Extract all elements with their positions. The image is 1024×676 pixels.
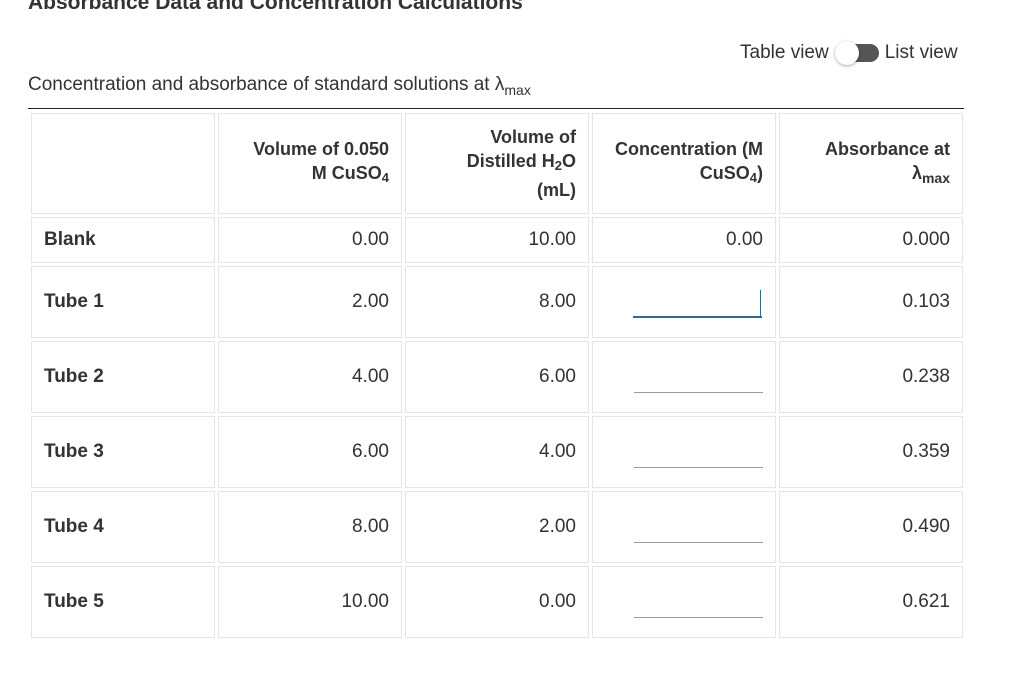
text-cursor bbox=[760, 290, 761, 316]
volume-h2o-cell: 0.00 bbox=[405, 566, 589, 638]
toggle-knob[interactable] bbox=[834, 41, 859, 65]
absorbance-cell: 0.490 bbox=[779, 491, 963, 563]
absorbance-cell: 0.621 bbox=[779, 566, 963, 638]
row-label: Tube 5 bbox=[31, 566, 215, 638]
volume-h2o-cell: 4.00 bbox=[405, 416, 589, 488]
header-text: Volume of 0.050 bbox=[253, 139, 389, 159]
header-text: Concentration (M bbox=[615, 139, 763, 159]
absorbance-cell: 0.000 bbox=[779, 217, 963, 263]
table-row-tube-5: Tube 5 10.00 0.00 0.621 bbox=[31, 566, 963, 638]
header-concentration: Concentration (M CuSO4) bbox=[592, 113, 776, 214]
view-toggle-switch[interactable] bbox=[834, 41, 881, 65]
volume-cuso4-cell: 6.00 bbox=[218, 416, 402, 488]
concentration-input-tube-1[interactable] bbox=[633, 286, 762, 318]
row-label: Tube 4 bbox=[31, 491, 215, 563]
absorbance-cell: 0.103 bbox=[779, 266, 963, 338]
caption-text: Concentration and absorbance of standard… bbox=[28, 74, 505, 95]
volume-h2o-cell: 6.00 bbox=[405, 341, 589, 413]
header-volume-h2o: Volume of Distilled H2O (mL) bbox=[405, 113, 589, 214]
table-row-tube-2: Tube 2 4.00 6.00 0.238 bbox=[31, 341, 963, 413]
table-row-tube-1: Tube 1 2.00 8.00 0.103 bbox=[31, 266, 963, 338]
page-title: Absorbance Data and Concentration Calcul… bbox=[28, 0, 523, 14]
row-label: Tube 2 bbox=[31, 341, 215, 413]
volume-h2o-cell: 10.00 bbox=[405, 217, 589, 263]
header-volume-cuso4: Volume of 0.050 M CuSO4 bbox=[218, 113, 402, 214]
concentration-cell bbox=[592, 416, 776, 488]
volume-cuso4-cell: 2.00 bbox=[218, 266, 402, 338]
table-caption: Concentration and absorbance of standard… bbox=[28, 74, 964, 109]
concentration-input-tube-4[interactable] bbox=[634, 511, 763, 543]
table-row-tube-4: Tube 4 8.00 2.00 0.490 bbox=[31, 491, 963, 563]
header-text: Volume of bbox=[490, 127, 576, 147]
concentration-cell bbox=[592, 566, 776, 638]
table-row-blank: Blank 0.00 10.00 0.00 0.000 bbox=[31, 217, 963, 263]
concentration-input-tube-3[interactable] bbox=[634, 436, 763, 468]
concentration-cell bbox=[592, 266, 776, 338]
header-unit: (mL) bbox=[537, 180, 576, 200]
volume-h2o-cell: 2.00 bbox=[405, 491, 589, 563]
concentration-input-tube-2[interactable] bbox=[634, 361, 763, 393]
caption-subscript: max bbox=[504, 82, 531, 98]
table-row-tube-3: Tube 3 6.00 4.00 0.359 bbox=[31, 416, 963, 488]
row-label: Tube 3 bbox=[31, 416, 215, 488]
concentration-input-tube-5[interactable] bbox=[634, 586, 763, 618]
table-header-row: Volume of 0.050 M CuSO4 Volume of Distil… bbox=[31, 113, 963, 214]
volume-h2o-cell: 8.00 bbox=[405, 266, 589, 338]
header-formula: Distilled H2O bbox=[466, 151, 576, 173]
header-absorbance: Absorbance at λmax bbox=[779, 113, 963, 214]
volume-cuso4-cell: 0.00 bbox=[218, 217, 402, 263]
header-formula: M CuSO4 bbox=[311, 163, 389, 185]
row-label: Tube 1 bbox=[31, 266, 215, 338]
list-view-label[interactable]: List view bbox=[884, 42, 958, 63]
volume-cuso4-cell: 4.00 bbox=[218, 341, 402, 413]
volume-cuso4-cell: 10.00 bbox=[218, 566, 402, 638]
row-label: Blank bbox=[31, 217, 215, 263]
header-formula: CuSO4) bbox=[699, 163, 763, 185]
view-toggle: Table view List view bbox=[740, 40, 958, 66]
header-text: Absorbance at bbox=[824, 139, 950, 159]
concentration-cell: 0.00 bbox=[592, 217, 776, 263]
table-view-label[interactable]: Table view bbox=[740, 42, 829, 63]
absorbance-table: Volume of 0.050 M CuSO4 Volume of Distil… bbox=[28, 110, 966, 641]
concentration-cell bbox=[592, 491, 776, 563]
absorbance-cell: 0.238 bbox=[779, 341, 963, 413]
volume-cuso4-cell: 8.00 bbox=[218, 491, 402, 563]
concentration-cell bbox=[592, 341, 776, 413]
header-empty bbox=[31, 113, 215, 214]
absorbance-cell: 0.359 bbox=[779, 416, 963, 488]
header-lambda: λmax bbox=[911, 163, 950, 186]
